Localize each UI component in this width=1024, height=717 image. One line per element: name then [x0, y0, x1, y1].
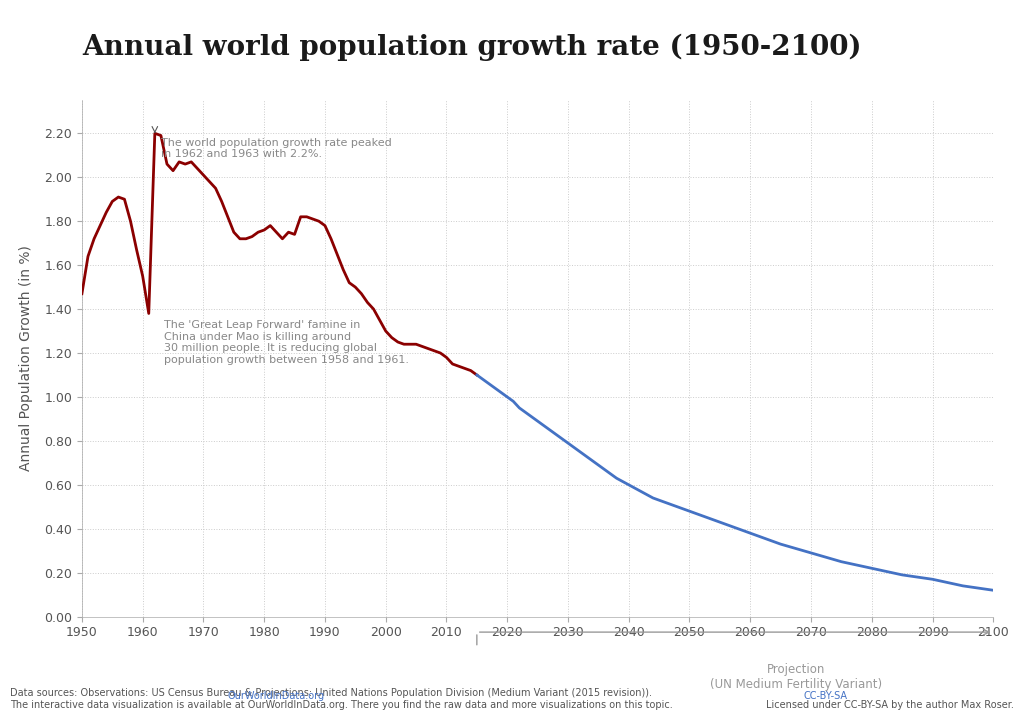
Text: The 'Great Leap Forward' famine in
China under Mao is killing around
30 million : The 'Great Leap Forward' famine in China…	[164, 320, 409, 365]
Text: Our World: Our World	[20, 37, 77, 47]
Text: Licensed under CC-BY-SA by the author Max Roser.: Licensed under CC-BY-SA by the author Ma…	[766, 700, 1014, 710]
Text: Annual world population growth rate (1950-2100): Annual world population growth rate (195…	[82, 34, 861, 61]
Text: CC-BY-SA: CC-BY-SA	[804, 691, 848, 701]
Text: in Data: in Data	[29, 58, 69, 68]
Text: Projection
(UN Medium Fertility Variant): Projection (UN Medium Fertility Variant)	[710, 663, 882, 691]
Text: Data sources: Observations: US Census Bureau & Projections: United Nations Popul: Data sources: Observations: US Census Bu…	[10, 688, 673, 710]
Text: The world population growth rate peaked
in 1962 and 1963 with 2.2%.: The world population growth rate peaked …	[161, 138, 391, 159]
Y-axis label: Annual Population Growth (in %): Annual Population Growth (in %)	[19, 245, 33, 472]
Text: OurWorldInData.org: OurWorldInData.org	[227, 691, 325, 701]
